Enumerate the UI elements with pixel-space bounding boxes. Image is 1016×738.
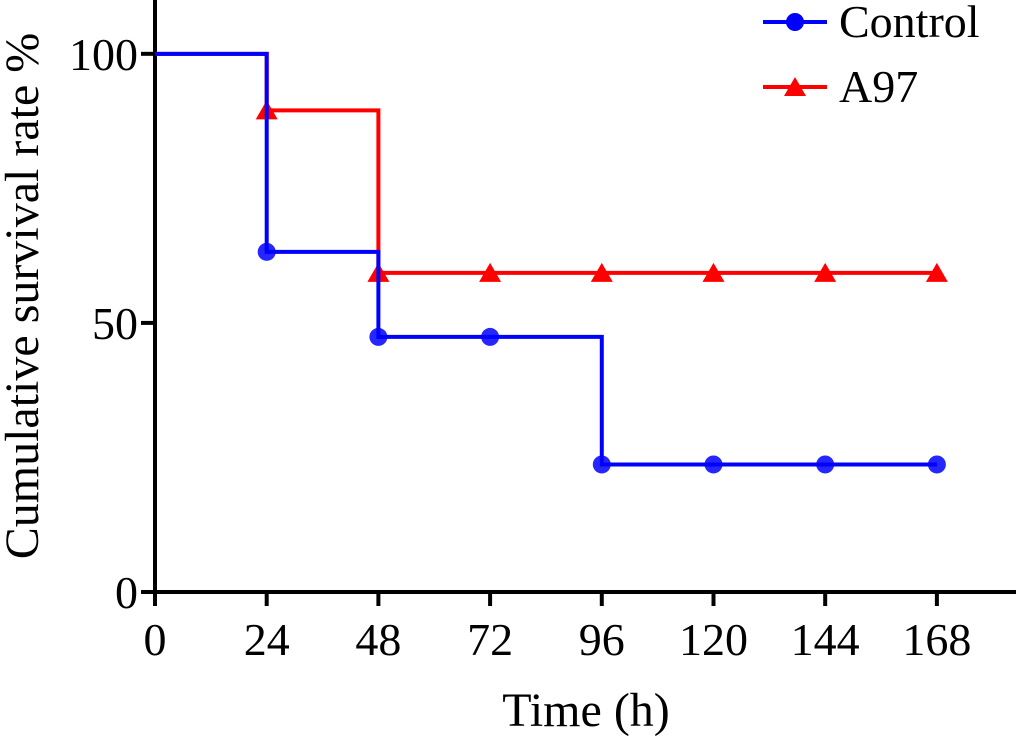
- x-axis-label: Time (h): [502, 684, 670, 737]
- y-tick-label: 50: [92, 298, 138, 349]
- data-point-a97: [479, 262, 502, 282]
- x-tick-label: 144: [791, 614, 860, 665]
- legend-item-control: Control: [763, 0, 980, 47]
- data-point-control: [257, 242, 276, 261]
- data-point-control: [592, 455, 611, 474]
- legend-label-control: Control: [839, 0, 980, 47]
- data-point-a97: [590, 262, 613, 282]
- x-tick-label: 0: [144, 614, 167, 665]
- legend-item-a97: A97: [763, 61, 918, 112]
- y-ticks: 0 50 100: [69, 29, 155, 618]
- legend-marker-control: [786, 13, 804, 31]
- data-point-a97: [814, 262, 837, 282]
- legend-label-a97: A97: [839, 61, 918, 112]
- legend: Control A97: [763, 0, 980, 112]
- x-tick-label: 72: [467, 614, 513, 665]
- x-ticks: 0 24 48 72 96 120 144 168: [144, 592, 971, 665]
- x-tick-label: 96: [579, 614, 625, 665]
- data-point-control: [369, 327, 388, 346]
- data-point-control: [704, 455, 723, 474]
- x-tick-label: 24: [244, 614, 290, 665]
- data-point-control: [481, 327, 500, 346]
- x-tick-label: 168: [902, 614, 971, 665]
- legend-marker-a97: [784, 77, 806, 96]
- x-tick-label: 120: [679, 614, 748, 665]
- series-layer: [155, 51, 948, 474]
- series-control: [155, 51, 946, 474]
- data-point-a97: [925, 262, 948, 282]
- data-point-control: [816, 455, 835, 474]
- axes: 0 24 48 72 96 120 144 168 0 50 100: [69, 0, 1016, 665]
- y-tick-label: 100: [69, 29, 138, 80]
- y-tick-label: 0: [115, 567, 138, 618]
- data-point-a97: [702, 262, 725, 282]
- data-point-control: [927, 455, 946, 474]
- y-axis-label: Cumulative survival rate %: [0, 33, 49, 560]
- x-tick-label: 48: [355, 614, 401, 665]
